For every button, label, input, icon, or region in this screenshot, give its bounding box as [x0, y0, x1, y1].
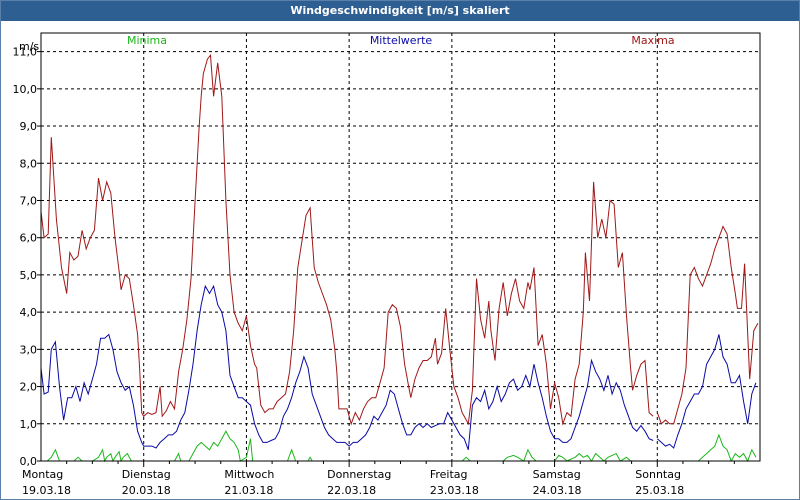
series-line-maxima [656, 225, 759, 425]
y-tick-label: 2,0 [20, 381, 38, 394]
day-date-label: 23.03.18 [430, 484, 479, 497]
y-tick-label: 5,0 [20, 269, 38, 282]
day-name-label: Dienstag [122, 468, 171, 481]
y-tick-label: 1,0 [20, 418, 38, 431]
y-tick-label: 7,0 [20, 194, 38, 207]
y-tick-label: 11,0 [13, 46, 38, 59]
day-date-label: 22.03.18 [327, 484, 376, 497]
day-date-label: 24.03.18 [533, 484, 582, 497]
series-line-maxima [40, 54, 654, 426]
day-date-label: 25.03.18 [635, 484, 684, 497]
legend-entry-mittelwerte: Mittelwerte [370, 34, 433, 47]
series-line-mittelwerte [40, 284, 654, 450]
chart-title: Windgeschwindigkeit [m/s] skaliert [1, 1, 799, 21]
day-date-label: 19.03.18 [22, 484, 71, 497]
y-tick-label: 9,0 [20, 120, 38, 133]
series-line-minima [657, 433, 757, 463]
day-date-label: 20.03.18 [122, 484, 171, 497]
legend: Maxima Mittelwerte Minima [127, 34, 675, 47]
grid [41, 33, 760, 461]
day-name-label: Donnerstag [327, 468, 391, 481]
y-tick-label: 8,0 [20, 157, 38, 170]
axes: 0,0 1,0 2,0 3,0 4,0 5,0 6,0 7,0 8,0 9,0 10,0 11,0m/… [13, 40, 735, 497]
y-tick-label: 4,0 [20, 306, 38, 319]
y-tick-label: 6,0 [20, 232, 38, 245]
y-axis-label: m/s [19, 40, 39, 53]
legend-entry-maxima: Maxima [631, 34, 674, 47]
day-name-label: Sonntag [635, 468, 681, 481]
series-line-mittelwerte [656, 334, 757, 449]
day-date-label: 21.03.18 [224, 484, 273, 497]
legend-entry-minima: Minima [127, 34, 167, 47]
day-name-label: Samstag [533, 468, 581, 481]
series-layer [40, 54, 759, 463]
series-line-minima [41, 430, 654, 463]
y-tick-label: 0,0 [20, 455, 38, 468]
day-name-label: Mittwoch [224, 468, 274, 481]
plot-frame [40, 32, 761, 462]
day-name-label: Montag [22, 468, 63, 481]
wind-speed-chart: 0,0 1,0 2,0 3,0 4,0 5,0 6,0 7,0 8,0 9,0 10,0 11,0m/… [13, 32, 761, 497]
y-tick-label: 10,0 [13, 83, 38, 96]
y-tick-label: 3,0 [20, 343, 38, 356]
day-name-label: Freitag [430, 468, 468, 481]
